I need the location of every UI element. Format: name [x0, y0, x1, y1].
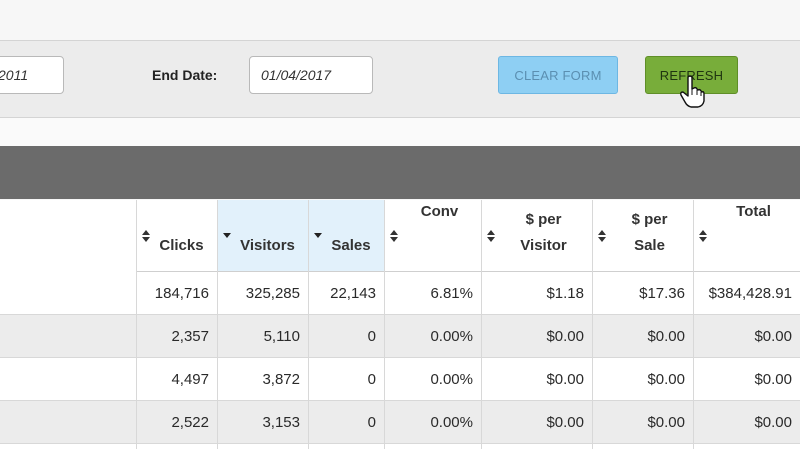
cell-visitors: 3,153 — [262, 414, 300, 431]
spacer-band — [0, 118, 800, 146]
column-header-line: $ per — [525, 211, 562, 228]
cell-conv: 0.00% — [430, 371, 473, 388]
column-header-clicks[interactable]: Clicks — [136, 200, 217, 272]
cell-per_sale: $0.00 — [647, 328, 685, 345]
column-header-line: Visitor — [520, 237, 567, 254]
clear-form-button[interactable]: CLEAR FORM — [498, 56, 618, 94]
cell-sales: 0 — [367, 328, 376, 345]
cell-total: $0.00 — [754, 371, 792, 388]
sort-both-icon — [598, 230, 606, 242]
column-header-line — [326, 207, 376, 233]
start-date-input[interactable]: 2011 — [0, 56, 64, 94]
column-header-visitors[interactable]: Visitors — [217, 200, 308, 272]
column-header-label: $ per Sale — [610, 207, 689, 259]
cell-sales: 0 — [367, 414, 376, 431]
column-header-line: Total — [736, 203, 771, 220]
column-header-label: Conv — [402, 199, 477, 251]
cell-clicks: 4,497 — [171, 371, 209, 388]
column-header-label: Total — [711, 199, 796, 251]
cell-per_sale: $17.36 — [639, 285, 685, 302]
sort-both-icon — [390, 230, 398, 242]
sort-both-icon — [142, 230, 150, 242]
refresh-label: REFRESH — [659, 67, 724, 83]
table-row[interactable]: 2,357 5,110 0 0.00% $0.00 $0.00 $0.00 — [0, 315, 800, 358]
column-header-sales[interactable]: Sales — [308, 200, 384, 272]
column-divider — [384, 200, 385, 449]
stats-table: Clicks Visitors Sales Conv $ per Visitor $ … — [0, 200, 800, 449]
cell-sales: 0 — [367, 371, 376, 388]
column-divider — [693, 200, 694, 449]
cell-clicks: 184,716 — [154, 285, 209, 302]
sort-desc-icon — [314, 233, 322, 238]
column-header-line: Sale — [634, 237, 665, 254]
column-divider — [217, 200, 218, 449]
sort-desc-icon — [223, 233, 231, 238]
column-header-line — [235, 207, 300, 233]
column-header-per_visitor[interactable]: $ per Visitor — [481, 200, 592, 272]
table-row[interactable]: 4,497 3,872 0 0.00% $0.00 $0.00 $0.00 — [0, 358, 800, 401]
cell-sales: 22,143 — [330, 285, 376, 302]
cell-conv: 0.00% — [430, 414, 473, 431]
cell-per_visitor: $1.18 — [546, 285, 584, 302]
sort-both-icon — [699, 230, 707, 242]
column-header-conv[interactable]: Conv — [384, 200, 481, 272]
table-title-bar — [0, 146, 800, 199]
column-header-label: $ per Visitor — [499, 207, 588, 259]
table-row[interactable]: 184,716 325,285 22,143 6.81% $1.18 $17.36 $384… — [0, 272, 800, 315]
column-header-line: Conv — [420, 203, 459, 220]
cell-total: $0.00 — [754, 328, 792, 345]
cell-visitors: 5,110 — [263, 328, 300, 345]
cell-per_visitor: $0.00 — [546, 371, 584, 388]
column-header-line: $ per — [631, 211, 668, 228]
cell-per_visitor: $0.00 — [546, 328, 584, 345]
column-header-line: Visitors — [240, 237, 295, 254]
column-divider — [136, 200, 137, 449]
column-header-line — [402, 225, 477, 251]
column-header-total[interactable]: Total — [693, 200, 800, 272]
column-header-line: Sales — [331, 237, 371, 254]
hand-cursor-icon — [680, 75, 705, 108]
table-row[interactable]: 2,522 3,153 0 0.00% $0.00 $0.00 $0.00 — [0, 401, 800, 444]
cell-per_visitor: $0.00 — [546, 414, 584, 431]
top-strip — [0, 0, 800, 40]
column-header-per_sale[interactable]: $ per Sale — [592, 200, 693, 272]
column-header-label: Clicks — [154, 207, 209, 259]
column-divider — [308, 200, 309, 449]
column-header-line — [154, 207, 209, 233]
cell-per_sale: $0.00 — [647, 371, 685, 388]
filter-bar: 2011 End Date: 01/04/2017 CLEAR FORM REF… — [0, 40, 800, 118]
clear-form-label: CLEAR FORM — [514, 67, 602, 83]
cell-per_sale: $0.00 — [647, 414, 685, 431]
column-divider — [592, 200, 593, 449]
sort-both-icon — [487, 230, 495, 242]
column-header-line: Clicks — [159, 237, 204, 254]
cell-total: $0.00 — [754, 414, 792, 431]
cell-visitors: 325,285 — [245, 285, 300, 302]
cell-conv: 0.00% — [430, 328, 473, 345]
cell-conv: 6.81% — [430, 285, 473, 302]
start-date-value: 2011 — [0, 67, 29, 83]
cell-clicks: 2,522 — [171, 414, 209, 431]
column-header-label: Sales — [326, 207, 376, 259]
cell-clicks: 2,357 — [171, 328, 209, 345]
cell-visitors: 3,872 — [262, 371, 300, 388]
column-header-label: Visitors — [235, 207, 300, 259]
end-date-label: End Date: — [152, 67, 218, 83]
column-divider — [481, 200, 482, 449]
cell-total: $384,428.91 — [708, 285, 792, 302]
end-date-value: 01/04/2017 — [261, 67, 332, 83]
column-header-line — [711, 225, 796, 251]
end-date-input[interactable]: 01/04/2017 — [249, 56, 373, 94]
